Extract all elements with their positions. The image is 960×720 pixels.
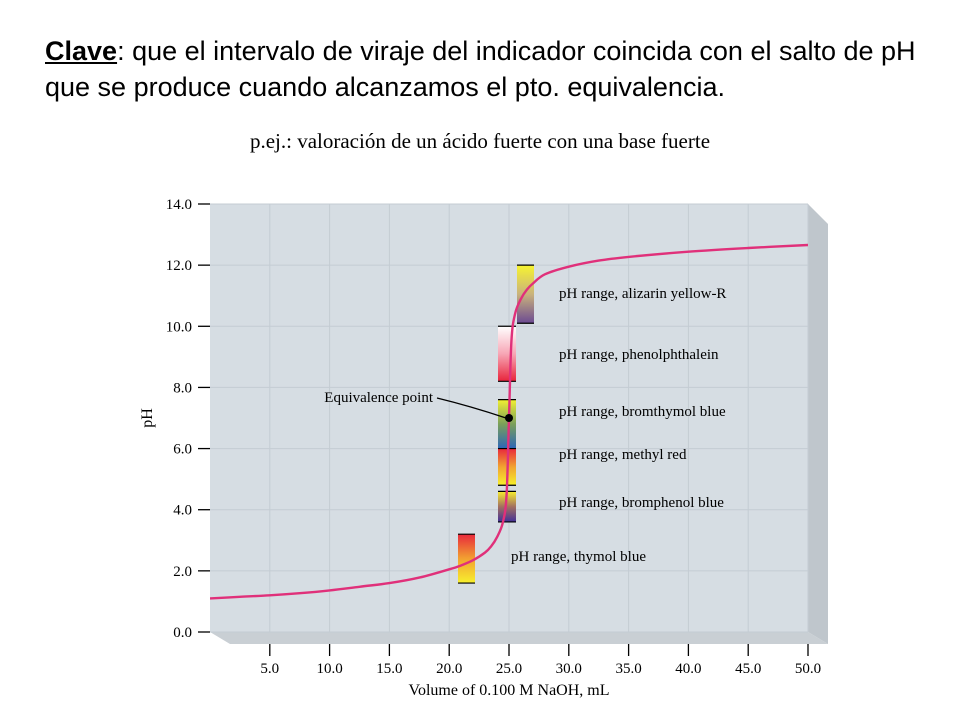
subheading: p.ej.: valoración de un ácido fuerte con… <box>249 129 711 153</box>
y-axis-label: pH <box>139 408 156 428</box>
indicator-label-2: pH range, bromthymol blue <box>559 404 726 420</box>
titration-chart: pH range, alizarin yellow-R pH range, phe… <box>139 197 828 699</box>
plot-bottom-panel <box>210 632 828 644</box>
x-tick-label-3: 20.0 <box>436 661 462 677</box>
x-tick-label-9: 50.0 <box>795 661 821 677</box>
x-axis: 5.0 10.0 15.0 20.0 25.0 30.0 35.0 40.0 45.0 50.0 <box>260 644 821 677</box>
x-tick-label-1: 10.0 <box>316 661 342 677</box>
y-tick-label-7: 14.0 <box>166 197 192 213</box>
y-tick-label-4: 8.0 <box>173 380 192 396</box>
x-tick-label-2: 15.0 <box>376 661 402 677</box>
plot-side-panel <box>808 204 828 644</box>
indicator-bar-4 <box>498 491 516 522</box>
heading-key: Clave <box>45 36 118 66</box>
y-tick-label-0: 0.0 <box>173 625 192 641</box>
indicator-label-1: pH range, phenolphthalein <box>559 347 719 363</box>
indicator-label-0: pH range, alizarin yellow-R <box>559 286 726 302</box>
heading: Clave: que el intervalo de viraje del in… <box>45 33 925 105</box>
indicator-bar-0 <box>517 265 534 324</box>
y-tick-label-5: 10.0 <box>166 319 192 335</box>
y-tick-label-2: 4.0 <box>173 503 192 519</box>
indicator-labels: pH range, alizarin yellow-R pH range, phe… <box>511 286 726 565</box>
y-tick-label-3: 6.0 <box>173 442 192 458</box>
y-axis: 0.0 2.0 4.0 6.0 8.0 10.0 12.0 14.0 <box>166 197 210 641</box>
indicator-label-4: pH range, bromphenol blue <box>559 495 724 511</box>
x-tick-label-0: 5.0 <box>260 661 279 677</box>
annotation-leader-line <box>436 397 507 419</box>
equivalence-point-marker <box>505 414 513 422</box>
indicator-bar-2 <box>498 399 516 449</box>
x-tick-label-7: 40.0 <box>675 661 701 677</box>
y-tick-label-1: 2.0 <box>173 564 192 580</box>
x-tick-label-6: 35.0 <box>615 661 641 677</box>
indicator-label-3: pH range, methyl red <box>559 447 687 463</box>
y-tick-label-6: 12.0 <box>166 258 192 274</box>
heading-text: : que el intervalo de viraje del indicad… <box>45 36 916 102</box>
annotation-label: Equivalence point <box>324 390 434 406</box>
indicator-bar-1 <box>498 326 516 382</box>
indicator-bar-5 <box>458 534 475 584</box>
titration-curve <box>210 243 808 600</box>
x-tick-label-4: 25.0 <box>496 661 522 677</box>
equivalence-annotation: Equivalence point <box>324 390 513 422</box>
x-tick-label-8: 45.0 <box>735 661 761 677</box>
x-tick-label-5: 30.0 <box>556 661 582 677</box>
x-axis-label: Volume of 0.100 M NaOH, mL <box>408 682 609 699</box>
indicator-label-5: pH range, thymol blue <box>511 549 646 565</box>
